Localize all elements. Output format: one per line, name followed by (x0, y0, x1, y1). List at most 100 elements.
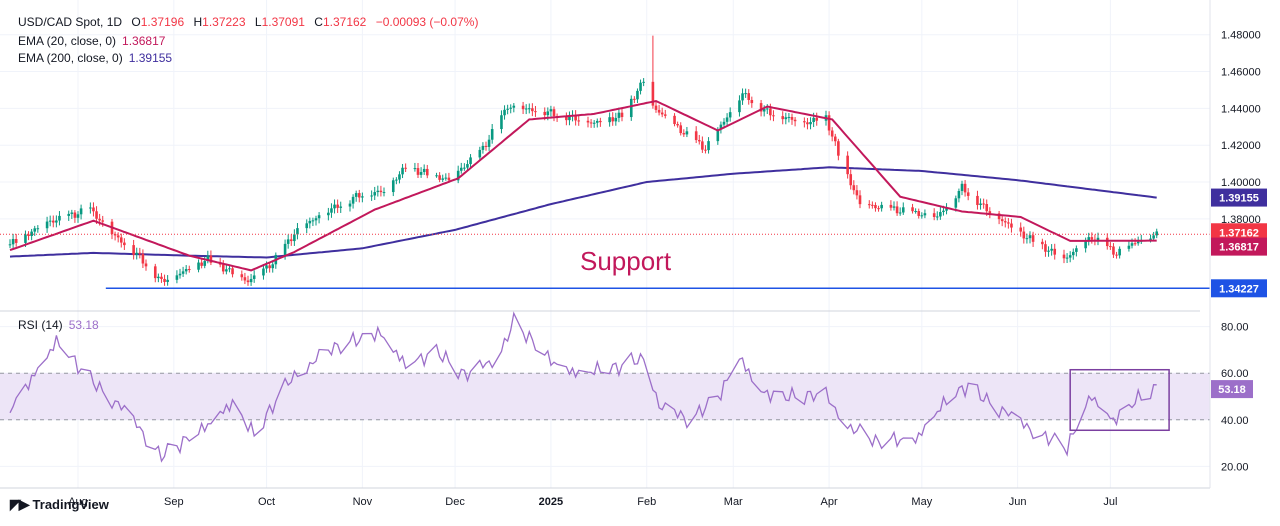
candle-body (317, 215, 321, 219)
ohlc-legend[interactable]: USD/CAD Spot, 1D O1.37196 H1.37223 L1.37… (18, 14, 484, 30)
candle-body (750, 99, 754, 104)
candle-body (463, 167, 466, 169)
candle-body (286, 239, 290, 244)
candle-body (534, 111, 537, 113)
candle-body (184, 269, 188, 272)
candle-body (901, 207, 905, 213)
price-tag (1211, 188, 1267, 207)
candle-body (283, 243, 287, 255)
candle-body (725, 117, 729, 122)
candle-body (719, 124, 723, 130)
low-value: 1.37091 (261, 15, 305, 29)
candle-body (1053, 248, 1057, 255)
candle-body (509, 107, 513, 109)
candle-body (620, 112, 624, 118)
candle-body (252, 275, 256, 279)
candle-body (76, 214, 80, 218)
candle-body (608, 117, 611, 123)
candle-body (376, 190, 380, 193)
candle-body (663, 114, 667, 116)
candle-body (577, 120, 581, 122)
candle-body (48, 220, 52, 222)
price-tick-label: 1.40000 (1221, 177, 1261, 189)
candle-body (546, 111, 550, 116)
rsi-tick-label: 40.00 (1221, 415, 1249, 427)
ema200-label: EMA (200, close, 0) (18, 51, 123, 65)
candle-body (447, 177, 451, 181)
candle-body (682, 133, 686, 135)
ema20-legend[interactable]: EMA (20, close, 0) 1.36817 (18, 33, 165, 49)
candle-body (954, 198, 958, 208)
candle-body (1022, 231, 1026, 239)
rsi-legend[interactable]: RSI (14) 53.18 (18, 317, 99, 333)
candle-body (1044, 244, 1047, 252)
candle-body (1115, 254, 1118, 256)
candle-body (524, 108, 528, 110)
candle-body (1155, 231, 1159, 236)
price-axis: 1.48000 1.46000 1.44000 1.42000 1.40000 1.380… (1211, 30, 1267, 298)
price-grid (0, 0, 1210, 311)
time-tick-label: Aug (68, 496, 88, 508)
candle-body (592, 122, 596, 124)
candle-body (917, 211, 921, 216)
candle-body (113, 234, 117, 236)
candle-body (697, 140, 701, 142)
candle-body (33, 228, 37, 232)
candle-body (404, 167, 407, 169)
candle-body (898, 212, 902, 214)
candles (8, 35, 1159, 286)
candle-body (459, 167, 463, 171)
candle-body (221, 264, 225, 272)
candle-body (895, 206, 899, 214)
candle-body (271, 264, 275, 269)
candle-body (707, 141, 710, 151)
tradingview-logo[interactable]: ◤▶ TradingView (10, 496, 109, 513)
low-label: L (254, 15, 262, 29)
ema20-layer (9, 99, 1157, 272)
candle-body (772, 115, 775, 117)
candle-body (178, 273, 182, 276)
candle-body (636, 90, 639, 100)
close-value: 1.37162 (322, 15, 367, 29)
candle-body (837, 141, 840, 156)
candle-body (855, 190, 859, 196)
candle-body (157, 276, 160, 279)
candle-body (549, 109, 553, 112)
candle-body (1000, 219, 1004, 222)
candle-body (827, 115, 831, 131)
candle-body (701, 141, 704, 150)
candle-body (565, 116, 568, 121)
high-label: H (193, 15, 203, 29)
ema200-legend[interactable]: EMA (200, close, 0) 1.39155 (18, 50, 172, 66)
candle-body (806, 122, 809, 125)
price-tick-label: 1.38000 (1221, 214, 1261, 226)
candle-body (1047, 250, 1050, 252)
candle-body (265, 265, 268, 269)
candle-body (73, 212, 77, 218)
candle-body (469, 157, 472, 165)
price-tag-label: 1.34227 (1219, 283, 1259, 295)
candle-body (793, 119, 797, 122)
price-tag (1211, 223, 1267, 242)
candle-body (781, 116, 785, 120)
candle-body (506, 108, 509, 110)
candle-body (877, 208, 880, 210)
candle-body (543, 111, 547, 116)
candle-body (1130, 243, 1134, 246)
candle-body (484, 145, 488, 147)
candle-body (79, 208, 83, 215)
candle-body (747, 93, 751, 100)
candle-body (333, 204, 336, 209)
candle-body (614, 117, 618, 122)
candle-body (966, 192, 970, 196)
candle-body (1025, 238, 1029, 240)
candle-body (116, 235, 120, 238)
candle-body (1007, 222, 1010, 224)
candle-body (1118, 248, 1121, 256)
candle-body (503, 109, 506, 116)
candle-body (1031, 235, 1035, 242)
candle-body (1084, 241, 1087, 249)
candle-body (382, 192, 386, 194)
candle-body (289, 239, 293, 242)
